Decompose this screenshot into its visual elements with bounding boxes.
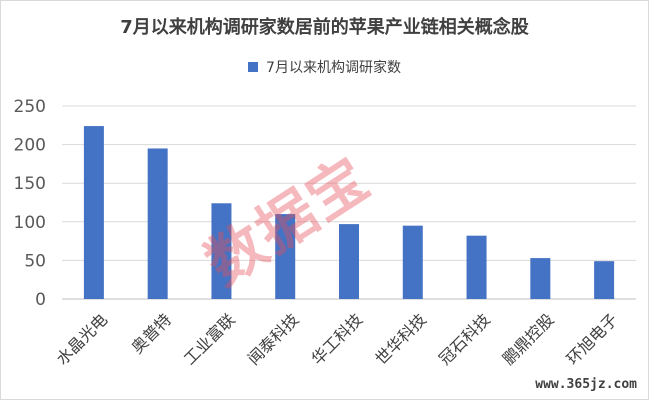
chart-legend: 7月以来机构调研家数 — [0, 57, 649, 77]
bar — [275, 214, 296, 299]
x-tick-label: 世华科技 — [371, 310, 430, 369]
y-tick-label: 250 — [14, 97, 46, 117]
x-tick-label: 工业富联 — [180, 310, 239, 369]
bar — [211, 203, 232, 299]
bar — [83, 126, 104, 300]
y-tick-label: 200 — [14, 136, 46, 156]
x-tick-label: 鹏鼎控股 — [499, 310, 558, 369]
x-tick-label: 奥普特 — [128, 310, 175, 357]
y-tick-label: 100 — [14, 213, 46, 233]
bar — [530, 258, 551, 299]
bar — [466, 235, 487, 299]
y-tick-label: 0 — [35, 290, 46, 310]
x-tick-label: 冠石科技 — [435, 310, 494, 369]
bar — [594, 261, 615, 299]
bar — [402, 225, 423, 299]
x-tick-label: 华工科技 — [308, 310, 367, 369]
site-watermark: www.365jz.com — [535, 377, 637, 392]
x-tick-label: 水晶光电 — [53, 310, 112, 369]
legend-swatch — [248, 62, 259, 72]
bar — [339, 224, 359, 299]
x-tick-label: 环旭电子 — [563, 310, 622, 369]
y-tick-label: 150 — [14, 174, 46, 194]
legend-label: 7月以来机构调研家数 — [266, 60, 401, 76]
y-tick-label: 50 — [24, 251, 46, 271]
bar — [147, 148, 168, 299]
x-tick-label: 闻泰科技 — [244, 310, 303, 369]
chart-title: 7月以来机构调研家数居前的苹果产业链相关概念股 — [120, 17, 529, 38]
